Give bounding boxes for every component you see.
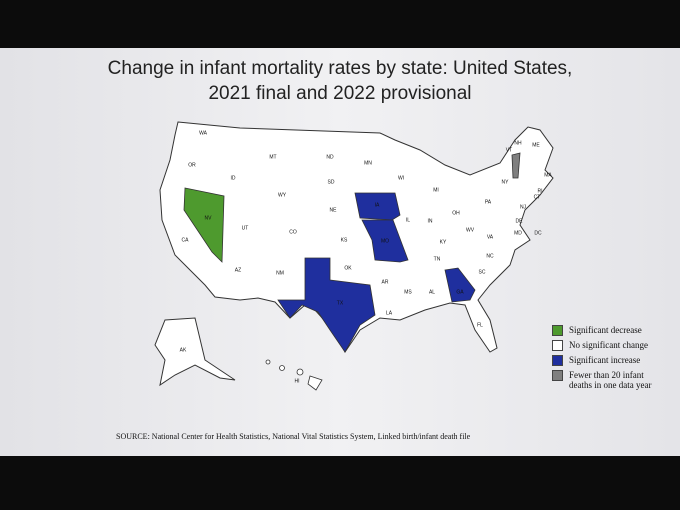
state-label: MA (544, 172, 552, 178)
state-label: PA (485, 199, 492, 205)
state-label: RI (538, 188, 543, 194)
state-label: AK (180, 347, 187, 353)
state-shape (277, 257, 376, 353)
state-label: NM (276, 270, 284, 276)
state-label: VA (487, 234, 494, 240)
state-label: ME (532, 142, 540, 148)
legend-swatch (552, 340, 563, 351)
state-label: NE (330, 207, 338, 213)
hawaii (265, 359, 323, 391)
state-label: WV (466, 227, 475, 233)
legend-item: No significant change (552, 340, 667, 351)
state-label: OR (188, 162, 196, 168)
state-label: AR (382, 279, 389, 285)
state-label: WY (278, 192, 287, 198)
state-label: TN (434, 256, 441, 262)
state-label: IL (406, 217, 410, 223)
legend-label: Significant increase (569, 355, 641, 365)
title-line: 2021 final and 2022 provisional (208, 83, 472, 104)
state-label: UT (242, 225, 249, 231)
state-label: MD (514, 230, 522, 236)
legend-label: Fewer than 20 infant deaths in one data … (569, 370, 652, 390)
state-label: AZ (235, 267, 241, 273)
legend-item: Fewer than 20 infant deaths in one data … (552, 370, 667, 390)
legend-item: Significant increase (552, 355, 667, 366)
state-shape (354, 192, 401, 221)
state-label: OH (452, 210, 460, 216)
state-label: KS (341, 237, 348, 243)
state-label: NC (486, 253, 494, 259)
source: SOURCE: National Center for Health Stati… (116, 432, 471, 441)
legend-swatch (552, 355, 563, 366)
state-label: TX (337, 300, 344, 306)
legend-swatch (552, 370, 563, 381)
state-label: SD (328, 179, 335, 185)
state-label: MI (433, 187, 439, 193)
title-line: Change in infant mortality rates by stat… (107, 58, 573, 79)
state-label: HI (295, 378, 300, 384)
state-label: SC (479, 269, 486, 275)
state-label: MN (364, 160, 372, 166)
legend-swatch (552, 325, 563, 336)
state-label: FL (477, 322, 483, 328)
state-label: MT (269, 154, 276, 160)
state-label: WA (199, 130, 208, 136)
state-label: CT (534, 194, 541, 200)
state-label: LA (386, 310, 393, 316)
legend-item: Significant decrease (552, 325, 667, 336)
legend-label: No significant change (569, 340, 648, 350)
state-shape (361, 219, 409, 263)
legend-label: Significant decrease (569, 325, 642, 335)
state-label: IN (428, 218, 433, 224)
state-label: DC (534, 230, 542, 236)
state-label: MS (404, 289, 412, 295)
state-label: OK (344, 265, 352, 271)
alaska (154, 317, 236, 387)
state-shape (444, 267, 476, 303)
state-label: NJ (520, 204, 527, 210)
state-label: AL (429, 289, 435, 295)
state-label: IA (375, 202, 380, 208)
state-shape (511, 152, 521, 179)
state-label: CO (289, 229, 297, 235)
legend: Significant decrease No significant chang… (552, 325, 667, 394)
state-label: CA (182, 237, 190, 243)
state-label: ID (231, 175, 236, 181)
state-shape (183, 187, 225, 263)
state-label: DE (516, 218, 524, 224)
state-label: MO (381, 238, 389, 244)
state-label: VT (506, 147, 512, 153)
state-label: GA (456, 289, 464, 295)
state-label: NV (205, 215, 213, 221)
state-label: NY (502, 179, 510, 185)
state-label: ND (326, 154, 334, 160)
title: Change in infant mortality rates by stat… (0, 56, 680, 106)
state-label: NH (514, 140, 522, 146)
state-label: WI (398, 175, 404, 181)
state-label: KY (440, 239, 447, 245)
